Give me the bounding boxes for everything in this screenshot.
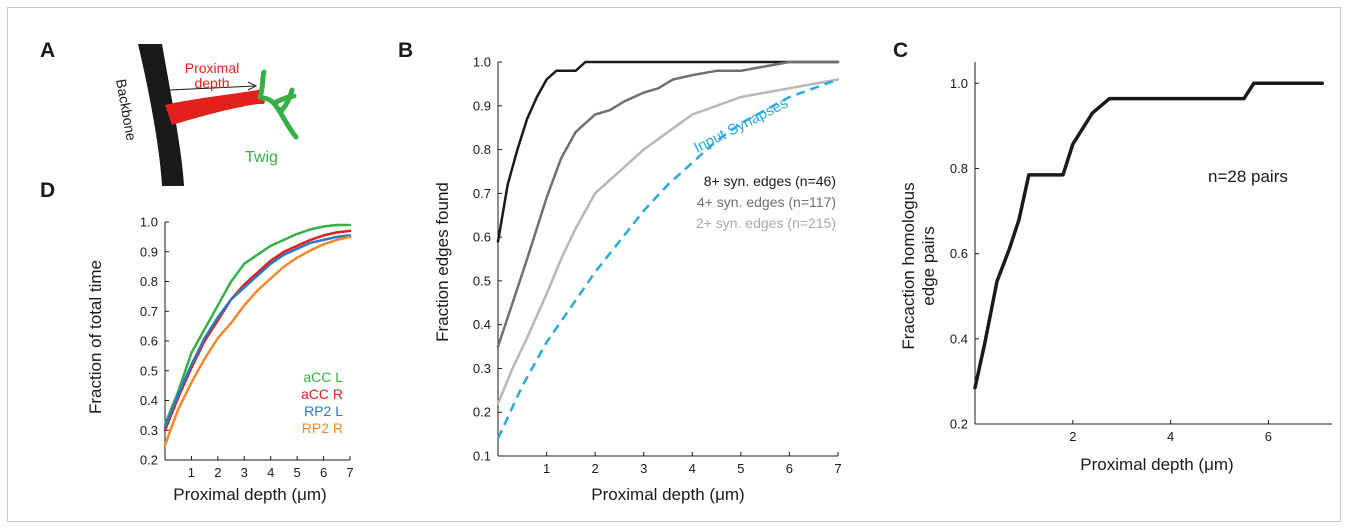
chart-c-ylabel-line1: Fracaction homologus bbox=[899, 182, 918, 349]
twig-shape bbox=[257, 69, 299, 140]
chart-b-series-8-syn-edges-n-46 bbox=[496, 60, 840, 243]
chart-c-y-tick-label: 0.8 bbox=[950, 161, 968, 176]
chart-b: 0.1 0.2 0.3 0.4 0.5 0.6 0.7 0.8 0.9 1.0 1 2 3 4 5 6 7 bbox=[473, 55, 842, 477]
chart-d-ylabel: Fraction of total time bbox=[86, 260, 105, 414]
chart-b-y-tick-label: 0.7 bbox=[473, 186, 491, 201]
chart-d-y-tick-label: 0.5 bbox=[140, 363, 158, 378]
chart-b-x-tick-label: 4 bbox=[689, 461, 696, 476]
chart-c-x-tick-label: 2 bbox=[1069, 429, 1076, 444]
chart-d-legend-rp2-r: RP2 R bbox=[302, 420, 343, 436]
chart-b-y-tick-label: 0.9 bbox=[473, 98, 491, 113]
chart-b-y-tick-label: 1.0 bbox=[473, 55, 491, 70]
chart-b-x-tick-label: 7 bbox=[834, 461, 841, 476]
chart-c-series-line bbox=[973, 81, 1324, 390]
proximal-depth-arrow bbox=[167, 85, 256, 101]
chart-c-x-tick-label: 6 bbox=[1265, 429, 1272, 444]
panel-label-a: A bbox=[40, 39, 55, 62]
proximal-branch bbox=[165, 89, 265, 125]
chart-c-xlabel: Proximal depth (μm) bbox=[1080, 455, 1233, 474]
chart-d-legend-acc-l: aCC L bbox=[303, 369, 343, 385]
chart-c-y-tick-label: 1.0 bbox=[950, 76, 968, 91]
chart-d-series-rp2-r bbox=[163, 235, 352, 447]
chart-b-x-tick-label: 6 bbox=[786, 461, 793, 476]
chart-b-y-tick-label: 0.3 bbox=[473, 361, 491, 376]
chart-b-x-tick-label: 2 bbox=[592, 461, 599, 476]
chart-b-input-synapses-label: Input Synapses bbox=[691, 94, 791, 156]
chart-d-y-tick-label: 1.0 bbox=[140, 215, 158, 230]
chart-d-y-tick-label: 0.3 bbox=[140, 423, 158, 438]
twig-label: Twig bbox=[245, 149, 278, 166]
chart-b-y-tick-label: 0.8 bbox=[473, 142, 491, 157]
chart-d: 0.2 0.3 0.4 0.5 0.6 0.7 0.8 0.9 1.0 1 2 3 4 5 6 7 bbox=[140, 215, 354, 481]
chart-b-series-input-synapses bbox=[496, 78, 839, 440]
backbone-label: Backbone bbox=[113, 78, 140, 142]
proximal-depth-arrowhead bbox=[247, 81, 258, 91]
chart-b-legend-8plus: 8+ syn. edges (n=46) bbox=[704, 173, 836, 189]
chart-b-y-tick-label: 0.6 bbox=[473, 230, 491, 245]
chart-d-x-tick-label: 6 bbox=[320, 465, 327, 480]
chart-d-series-rp2-l bbox=[163, 234, 352, 429]
chart-b-ylabel: Fraction edges found bbox=[433, 182, 452, 342]
chart-d-y-tick-label: 0.7 bbox=[140, 304, 158, 319]
chart-c-annotation: n=28 pairs bbox=[1208, 167, 1288, 186]
proximal-label: Proximal bbox=[185, 60, 239, 76]
panel-label-c: C bbox=[893, 39, 908, 62]
chart-b-x-tick-label: 1 bbox=[543, 461, 550, 476]
chart-c-ylabel-line2: edge pairs bbox=[919, 226, 938, 305]
chart-d-legend-rp2-l: RP2 L bbox=[304, 403, 343, 419]
chart-d-x-tick-label: 3 bbox=[241, 465, 248, 480]
chart-b-series-4-syn-edges-n-117 bbox=[496, 60, 840, 348]
chart-d-y-tick-label: 0.4 bbox=[140, 393, 158, 408]
chart-c-y-tick-label: 0.6 bbox=[950, 246, 968, 261]
chart-d-x-tick-label: 1 bbox=[188, 465, 195, 480]
chart-b-y-tick-label: 0.1 bbox=[473, 449, 491, 464]
chart-d-y-tick-label: 0.2 bbox=[140, 453, 158, 468]
panel-label-d: D bbox=[40, 179, 55, 202]
chart-b-x-tick-label: 3 bbox=[640, 461, 647, 476]
chart-d-legend-acc-r: aCC R bbox=[301, 386, 343, 402]
chart-c-y-tick-label: 0.2 bbox=[950, 417, 968, 432]
chart-d-y-tick-label: 0.9 bbox=[140, 244, 158, 259]
chart-b-y-tick-label: 0.2 bbox=[473, 405, 491, 420]
chart-d-series-acc-r bbox=[163, 229, 352, 432]
neuron-schematic: Backbone Proximal depth Twig bbox=[113, 44, 299, 186]
chart-d-x-tick-label: 2 bbox=[214, 465, 221, 480]
chart-d-xlabel: Proximal depth (μm) bbox=[173, 485, 326, 504]
chart-d-x-tick-label: 7 bbox=[346, 465, 353, 480]
chart-c-x-tick-label: 4 bbox=[1167, 429, 1174, 444]
chart-c: 0.2 0.4 0.6 0.8 1.0 2 4 6 bbox=[950, 62, 1332, 444]
chart-b-series-2-syn-edges-n-215 bbox=[496, 78, 840, 405]
chart-c-y-tick-label: 0.4 bbox=[950, 331, 968, 346]
backbone-shape bbox=[138, 44, 184, 186]
chart-d-x-tick-label: 4 bbox=[267, 465, 274, 480]
figure-frame bbox=[7, 7, 1341, 522]
chart-b-xlabel: Proximal depth (μm) bbox=[591, 485, 744, 504]
chart-b-y-tick-label: 0.4 bbox=[473, 317, 491, 332]
chart-d-x-tick-label: 5 bbox=[294, 465, 301, 480]
chart-d-y-tick-label: 0.8 bbox=[140, 274, 158, 289]
chart-d-series-acc-l bbox=[163, 223, 352, 426]
chart-b-y-tick-label: 0.5 bbox=[473, 273, 491, 288]
depth-label: depth bbox=[194, 75, 229, 91]
chart-b-legend-2plus: 2+ syn. edges (n=215) bbox=[696, 215, 836, 231]
chart-b-legend-4plus: 4+ syn. edges (n=117) bbox=[697, 194, 836, 210]
chart-b-x-tick-label: 5 bbox=[737, 461, 744, 476]
panel-label-b: B bbox=[398, 39, 413, 62]
chart-d-y-tick-label: 0.6 bbox=[140, 334, 158, 349]
